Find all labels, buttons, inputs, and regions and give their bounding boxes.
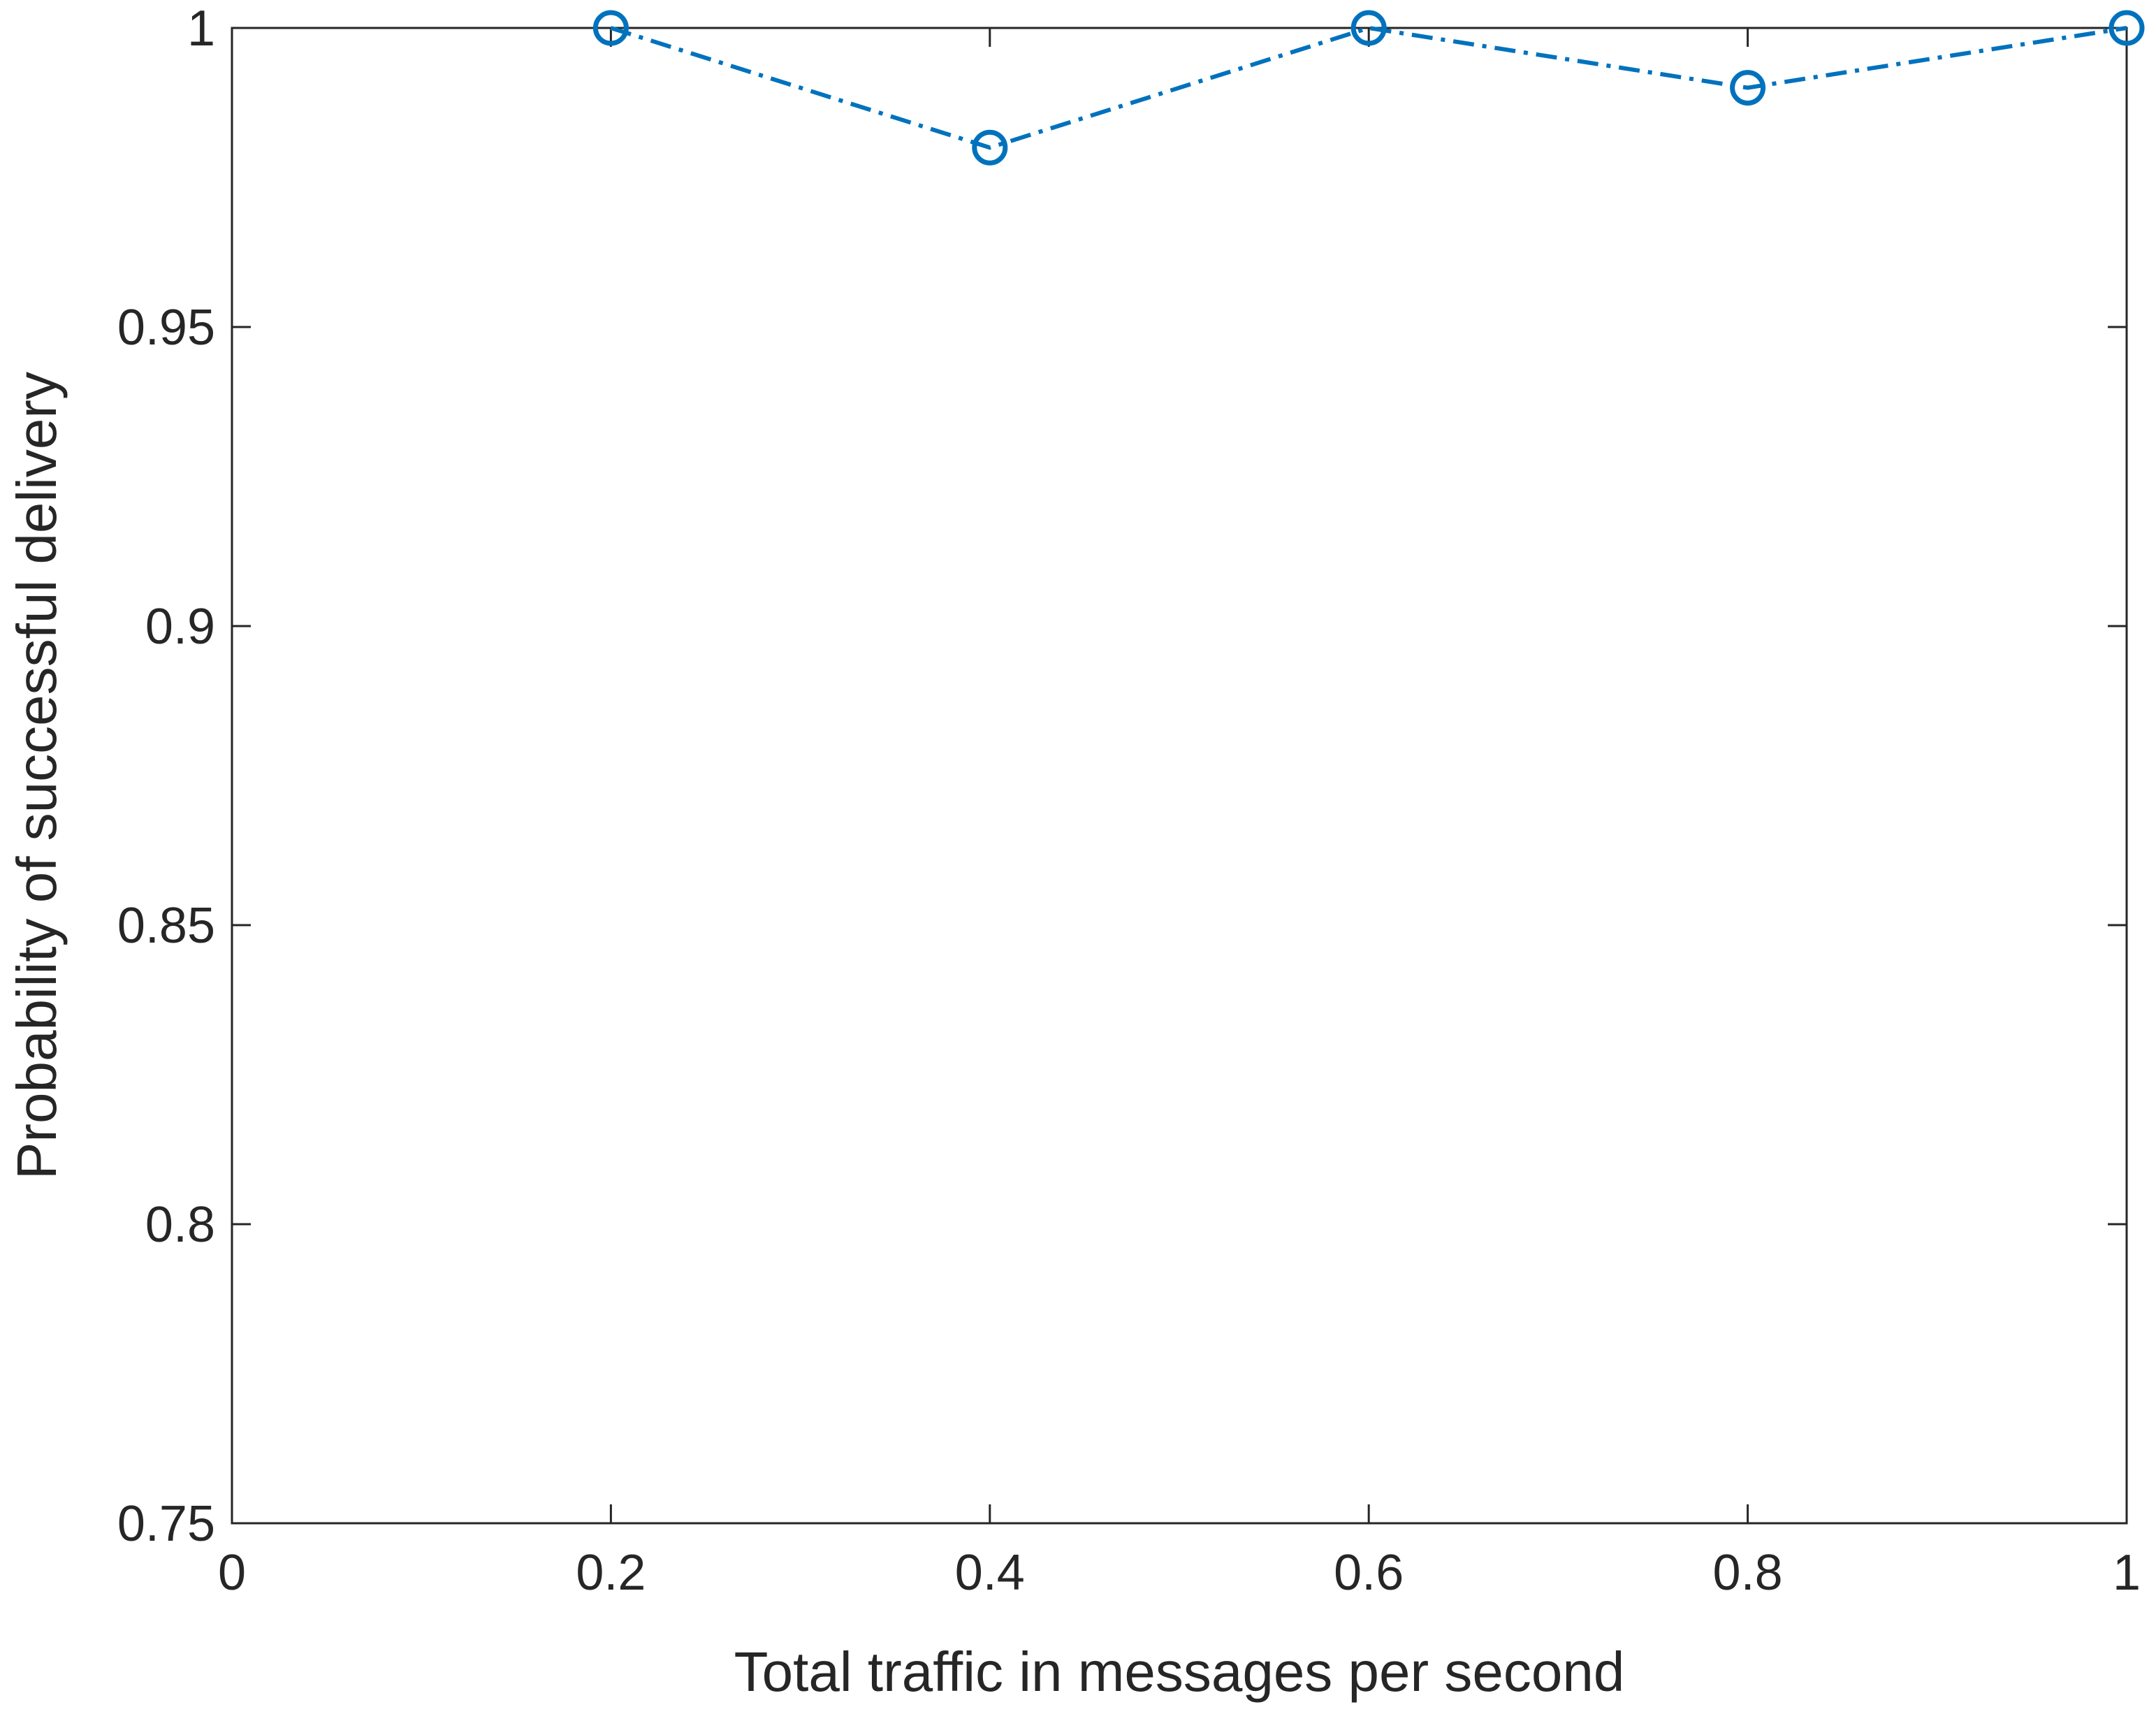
series-layer xyxy=(592,10,2145,166)
x-tick-label: 0.2 xyxy=(576,1545,646,1601)
data-point-marker xyxy=(592,10,629,46)
y-tick-label: 0.9 xyxy=(145,599,215,655)
x-axis-label: Total traffic in messages per second xyxy=(734,1641,1625,1703)
y-tick-label: 0.75 xyxy=(117,1496,215,1552)
y-tick-label: 0.95 xyxy=(117,300,215,356)
x-tick-label: 0 xyxy=(218,1545,246,1601)
x-tick-label: 0.6 xyxy=(1334,1545,1404,1601)
y-tick-label: 1 xyxy=(187,1,215,57)
y-tick-label: 0.8 xyxy=(145,1197,215,1253)
x-axis-ticks: 0 0.2 0.4 0.6 0.8 1 xyxy=(218,28,2141,1601)
x-tick-label: 1 xyxy=(2113,1545,2141,1601)
y-axis-ticks: 0.75 0.8 0.85 0.9 0.95 1 xyxy=(117,1,2127,1552)
plot-area xyxy=(231,27,2128,1525)
series-line xyxy=(610,25,2127,150)
data-point-marker xyxy=(972,129,1008,166)
data-point-marker xyxy=(2108,10,2145,46)
x-tick-label: 0.8 xyxy=(1713,1545,1783,1601)
y-axis-label: Probability of successful delivery xyxy=(6,372,68,1179)
y-tick-label: 0.85 xyxy=(117,898,215,954)
x-tick-label: 0.4 xyxy=(955,1545,1025,1601)
data-point-marker xyxy=(1350,10,1387,46)
data-point-marker xyxy=(1730,70,1766,106)
